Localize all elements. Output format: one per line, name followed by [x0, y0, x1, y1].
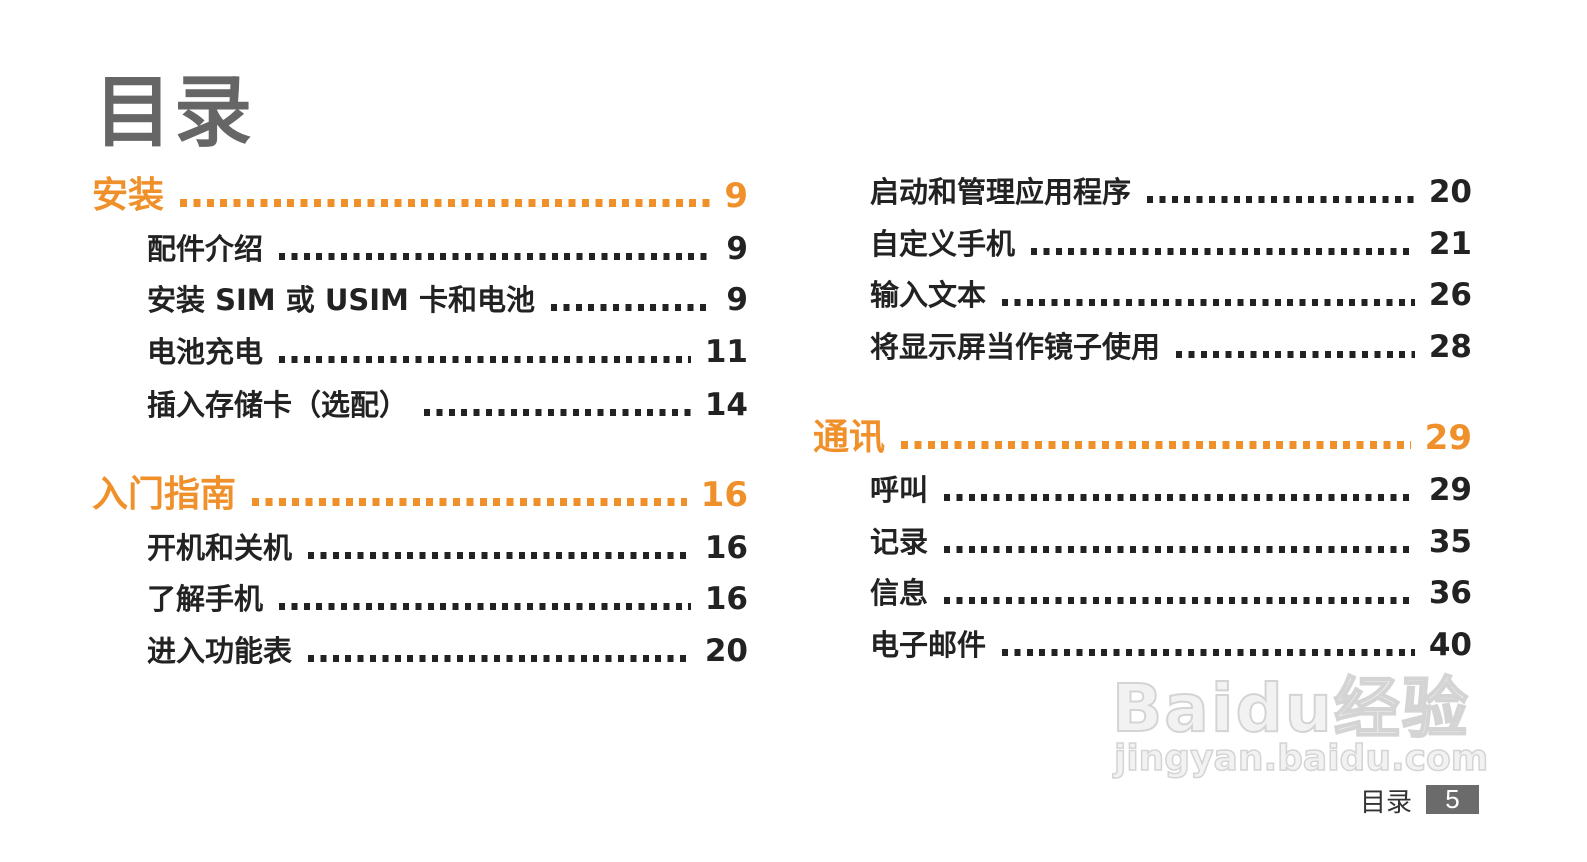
toc-entry[interactable]: 插入存储卡（选配） 14 — [147, 383, 748, 427]
dot-leader — [944, 597, 1415, 604]
toc-entry-page: 11 — [704, 334, 748, 370]
toc-entry-page: 35 — [1428, 524, 1472, 560]
dot-leader — [1176, 351, 1415, 358]
toc-entry-label: 进入功能表 — [147, 634, 293, 668]
dot-leader — [1147, 196, 1415, 203]
toc-entry-label: 通讯 — [813, 417, 886, 458]
toc-entry-label: 自定义手机 — [870, 227, 1016, 261]
toc-entry-page: 29 — [1428, 472, 1472, 508]
toc-section-entry[interactable]: 入门指南 16 — [92, 473, 748, 517]
dot-leader — [180, 199, 711, 207]
dot-leader — [252, 498, 687, 506]
toc-entry-page: 9 — [724, 176, 748, 216]
toc-entry[interactable]: 进入功能表 20 — [147, 629, 748, 673]
toc-entry-page: 16 — [704, 581, 748, 617]
toc-entry-label: 安装 — [92, 175, 165, 216]
toc-entry-page: 21 — [1428, 226, 1472, 262]
toc-entry-page: 16 — [700, 475, 748, 515]
toc-entry-label: 开机和关机 — [147, 531, 293, 565]
dot-leader — [1002, 299, 1415, 306]
toc-entry[interactable]: 启动和管理应用程序 20 — [870, 170, 1472, 214]
dot-leader — [279, 603, 691, 610]
toc-entry[interactable]: 记录 35 — [870, 520, 1472, 564]
toc-entry[interactable]: 配件介绍 9 — [147, 227, 748, 271]
dot-leader — [901, 441, 1411, 449]
toc-entry-label: 记录 — [870, 525, 929, 559]
watermark-url: jingyan.baidu.com — [1113, 737, 1489, 780]
dot-leader — [424, 409, 691, 416]
toc-entry-page: 29 — [1424, 418, 1472, 458]
toc-entry-label: 将显示屏当作镜子使用 — [870, 330, 1161, 364]
toc-entry-page: 9 — [726, 231, 748, 267]
toc-entry-page: 20 — [704, 633, 748, 669]
toc-entry-page: 40 — [1428, 627, 1472, 663]
toc-entry[interactable]: 自定义手机 21 — [870, 222, 1472, 266]
toc-entry[interactable]: 将显示屏当作镜子使用 28 — [870, 325, 1472, 369]
page-title: 目录 — [94, 68, 255, 158]
toc-entry-page: 36 — [1428, 575, 1472, 611]
toc-entry-page: 16 — [704, 530, 748, 566]
footer-page-number: 5 — [1426, 785, 1479, 814]
toc-section-entry[interactable]: 安装 9 — [92, 174, 748, 218]
dot-leader — [279, 253, 713, 260]
toc-entry[interactable]: 电子邮件 40 — [870, 623, 1472, 667]
toc-entry-label: 呼叫 — [870, 473, 929, 507]
dot-leader — [308, 552, 691, 559]
toc-entry-label: 启动和管理应用程序 — [870, 175, 1132, 209]
dot-leader — [308, 655, 691, 662]
dot-leader — [1031, 248, 1415, 255]
toc-entry[interactable]: 安装 SIM 或 USIM 卡和电池 9 — [147, 278, 748, 322]
toc-entry-label: 信息 — [870, 576, 929, 610]
toc-entry-label: 配件介绍 — [147, 232, 264, 266]
dot-leader — [551, 304, 713, 311]
dot-leader — [279, 356, 691, 363]
toc-entry-label: 电池充电 — [147, 335, 264, 369]
toc-entry-page: 28 — [1428, 329, 1472, 365]
toc-entry[interactable]: 了解手机 16 — [147, 577, 748, 621]
toc-entry-label: 安装 SIM 或 USIM 卡和电池 — [147, 283, 536, 317]
toc-entry-label: 电子邮件 — [870, 628, 987, 662]
footer-section-label: 目录 — [1360, 788, 1413, 818]
toc-entry-page: 14 — [704, 387, 748, 423]
toc-entry[interactable]: 信息 36 — [870, 571, 1472, 615]
toc-entry[interactable]: 输入文本 26 — [870, 273, 1472, 317]
toc-section-entry[interactable]: 通讯 29 — [813, 416, 1472, 460]
toc-entry-label: 插入存储卡（选配） — [147, 388, 409, 422]
toc-entry[interactable]: 呼叫 29 — [870, 468, 1472, 512]
dot-leader — [944, 546, 1415, 553]
toc-entry-label: 了解手机 — [147, 582, 264, 616]
toc-entry[interactable]: 电池充电 11 — [147, 330, 748, 374]
toc-entry-page: 26 — [1428, 277, 1472, 313]
dot-leader — [1002, 649, 1415, 656]
toc-entry-page: 9 — [726, 282, 748, 318]
toc-entry-page: 20 — [1428, 174, 1472, 210]
dot-leader — [944, 494, 1415, 501]
toc-entry-label: 入门指南 — [92, 474, 237, 515]
toc-entry[interactable]: 开机和关机 16 — [147, 526, 748, 570]
toc-entry-label: 输入文本 — [870, 278, 987, 312]
watermark-logo: Baidu经验 — [1111, 669, 1470, 748]
